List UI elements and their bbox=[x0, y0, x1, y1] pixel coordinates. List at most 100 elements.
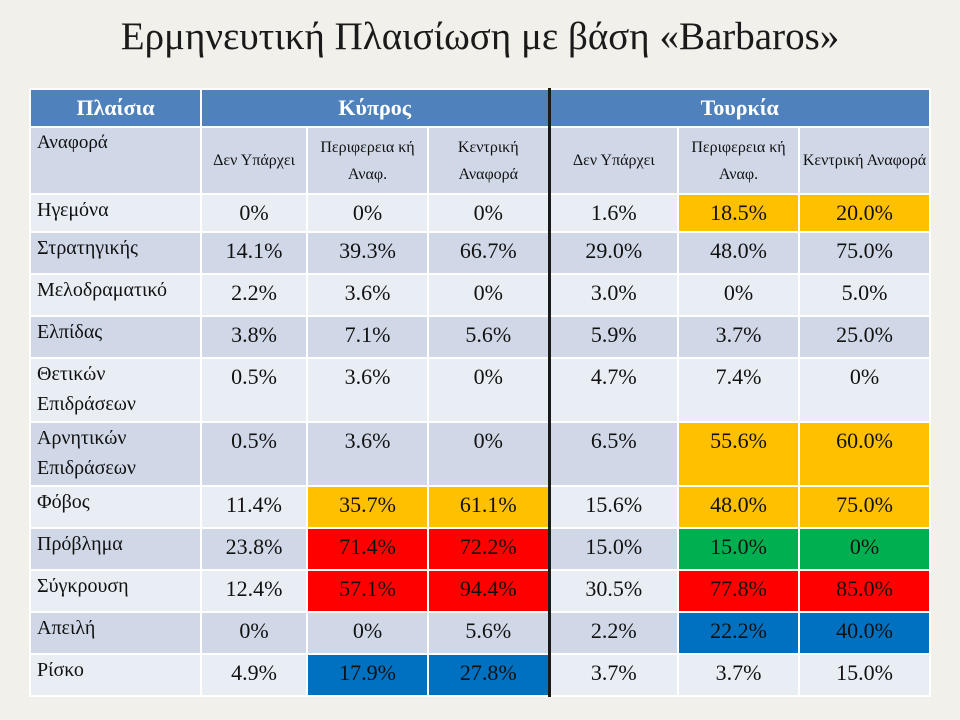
subheader-cell: Δεν Υπάρχει bbox=[547, 126, 679, 195]
value-cell: 0% bbox=[427, 357, 550, 423]
value-cell: 29.0% bbox=[547, 231, 679, 275]
row-label: Αρνητικών Επιδράσεων bbox=[29, 421, 202, 487]
row-label: Φόβος bbox=[29, 485, 202, 529]
subheader-cell: Δεν Υπάρχει bbox=[200, 126, 308, 195]
value-cell: 23.8% bbox=[200, 527, 308, 571]
table-row: Απειλή 0% 0% 5.6% 2.2% 22.2% 40.0% bbox=[29, 611, 932, 655]
value-cell: 61.1% bbox=[427, 485, 550, 529]
value-cell: 0% bbox=[677, 273, 800, 317]
value-cell: 39.3% bbox=[306, 231, 429, 275]
value-cell: 27.8% bbox=[427, 653, 550, 697]
subheader-cell: Περιφερεια κή Αναφ. bbox=[306, 126, 429, 195]
value-cell: 22.2% bbox=[677, 611, 800, 655]
table-row: Ρίσκο 4.9% 17.9% 27.8% 3.7% 3.7% 15.0% bbox=[29, 653, 932, 697]
value-cell: 6.5% bbox=[547, 421, 679, 487]
value-cell: 2.2% bbox=[200, 273, 308, 317]
table-row: Στρατηγικής 14.1% 39.3% 66.7% 29.0% 48.0% 75.0… bbox=[29, 231, 932, 275]
value-cell: 5.9% bbox=[547, 315, 679, 359]
row-label: Θετικών Επιδράσεων bbox=[29, 357, 202, 423]
table-row: Αρνητικών Επιδράσεων 0.5% 3.6% 0% 6.5% 55.6% 6… bbox=[29, 421, 932, 487]
value-cell: 5.0% bbox=[797, 273, 932, 317]
value-cell: 1.6% bbox=[547, 193, 679, 233]
subheader-label: Αναφορά bbox=[29, 126, 202, 195]
value-cell: 75.0% bbox=[797, 231, 932, 275]
value-cell: 4.9% bbox=[200, 653, 308, 697]
value-cell: 48.0% bbox=[677, 231, 800, 275]
header-turkey: Τουρκία bbox=[547, 88, 932, 128]
table-row: Σύγκρουση 12.4% 57.1% 94.4% 30.5% 77.8% 85.0% bbox=[29, 569, 932, 613]
value-cell: 57.1% bbox=[306, 569, 429, 613]
value-cell: 0.5% bbox=[200, 357, 308, 423]
row-label: Σύγκρουση bbox=[29, 569, 202, 613]
value-cell: 2.2% bbox=[547, 611, 679, 655]
subheader-cell: Περιφερεια κή Αναφ. bbox=[677, 126, 800, 195]
value-cell: 12.4% bbox=[200, 569, 308, 613]
frames-table: Πλαίσια Κύπρος Τουρκία Αναφορά Δεν Υπάρχ… bbox=[29, 88, 932, 697]
row-label: Ηγεμόνα bbox=[29, 193, 202, 233]
value-cell: 15.0% bbox=[547, 527, 679, 571]
header-frames: Πλαίσια bbox=[29, 88, 202, 128]
row-label: Ρίσκο bbox=[29, 653, 202, 697]
subheader-row: Αναφορά Δεν Υπάρχει Περιφερεια κή Αναφ. … bbox=[29, 126, 932, 195]
value-cell: 3.6% bbox=[306, 273, 429, 317]
value-cell: 0% bbox=[200, 611, 308, 655]
table-row: Ελπίδας 3.8% 7.1% 5.6% 5.9% 3.7% 25.0% bbox=[29, 315, 932, 359]
value-cell: 18.5% bbox=[677, 193, 800, 233]
value-cell: 55.6% bbox=[677, 421, 800, 487]
row-label: Πρόβλημα bbox=[29, 527, 202, 571]
value-cell: 94.4% bbox=[427, 569, 550, 613]
value-cell: 4.7% bbox=[547, 357, 679, 423]
row-label: Μελοδραματικό bbox=[29, 273, 202, 317]
subheader-cell: Κεντρική Αναφορά bbox=[427, 126, 550, 195]
value-cell: 15.6% bbox=[547, 485, 679, 529]
value-cell: 7.1% bbox=[306, 315, 429, 359]
value-cell: 3.0% bbox=[547, 273, 679, 317]
value-cell: 20.0% bbox=[797, 193, 932, 233]
value-cell: 0% bbox=[797, 527, 932, 571]
value-cell: 40.0% bbox=[797, 611, 932, 655]
value-cell: 60.0% bbox=[797, 421, 932, 487]
value-cell: 30.5% bbox=[547, 569, 679, 613]
header-row: Πλαίσια Κύπρος Τουρκία bbox=[29, 88, 932, 128]
value-cell: 85.0% bbox=[797, 569, 932, 613]
value-cell: 15.0% bbox=[677, 527, 800, 571]
value-cell: 0% bbox=[427, 193, 550, 233]
value-cell: 0% bbox=[427, 421, 550, 487]
value-cell: 3.7% bbox=[677, 315, 800, 359]
value-cell: 0.5% bbox=[200, 421, 308, 487]
row-label: Στρατηγικής bbox=[29, 231, 202, 275]
value-cell: 0% bbox=[427, 273, 550, 317]
value-cell: 25.0% bbox=[797, 315, 932, 359]
value-cell: 35.7% bbox=[306, 485, 429, 529]
value-cell: 3.7% bbox=[547, 653, 679, 697]
value-cell: 11.4% bbox=[200, 485, 308, 529]
table-row: Μελοδραματικό 2.2% 3.6% 0% 3.0% 0% 5.0% bbox=[29, 273, 932, 317]
value-cell: 3.6% bbox=[306, 421, 429, 487]
value-cell: 3.8% bbox=[200, 315, 308, 359]
value-cell: 0% bbox=[797, 357, 932, 423]
value-cell: 72.2% bbox=[427, 527, 550, 571]
header-cyprus: Κύπρος bbox=[200, 88, 550, 128]
table-row: Πρόβλημα 23.8% 71.4% 72.2% 15.0% 15.0% 0% bbox=[29, 527, 932, 571]
value-cell: 77.8% bbox=[677, 569, 800, 613]
value-cell: 3.7% bbox=[677, 653, 800, 697]
value-cell: 71.4% bbox=[306, 527, 429, 571]
row-label: Απειλή bbox=[29, 611, 202, 655]
table-row: Θετικών Επιδράσεων 0.5% 3.6% 0% 4.7% 7.4% 0% bbox=[29, 357, 932, 423]
table-row: Ηγεμόνα 0% 0% 0% 1.6% 18.5% 20.0% bbox=[29, 193, 932, 233]
value-cell: 0% bbox=[306, 193, 429, 233]
row-label: Ελπίδας bbox=[29, 315, 202, 359]
value-cell: 0% bbox=[306, 611, 429, 655]
value-cell: 17.9% bbox=[306, 653, 429, 697]
value-cell: 75.0% bbox=[797, 485, 932, 529]
value-cell: 5.6% bbox=[427, 315, 550, 359]
value-cell: 48.0% bbox=[677, 485, 800, 529]
value-cell: 66.7% bbox=[427, 231, 550, 275]
value-cell: 14.1% bbox=[200, 231, 308, 275]
value-cell: 7.4% bbox=[677, 357, 800, 423]
value-cell: 0% bbox=[200, 193, 308, 233]
subheader-cell: Κεντρική Αναφορά bbox=[797, 126, 932, 195]
table-row: Φόβος 11.4% 35.7% 61.1% 15.6% 48.0% 75.0% bbox=[29, 485, 932, 529]
value-cell: 15.0% bbox=[797, 653, 932, 697]
value-cell: 3.6% bbox=[306, 357, 429, 423]
